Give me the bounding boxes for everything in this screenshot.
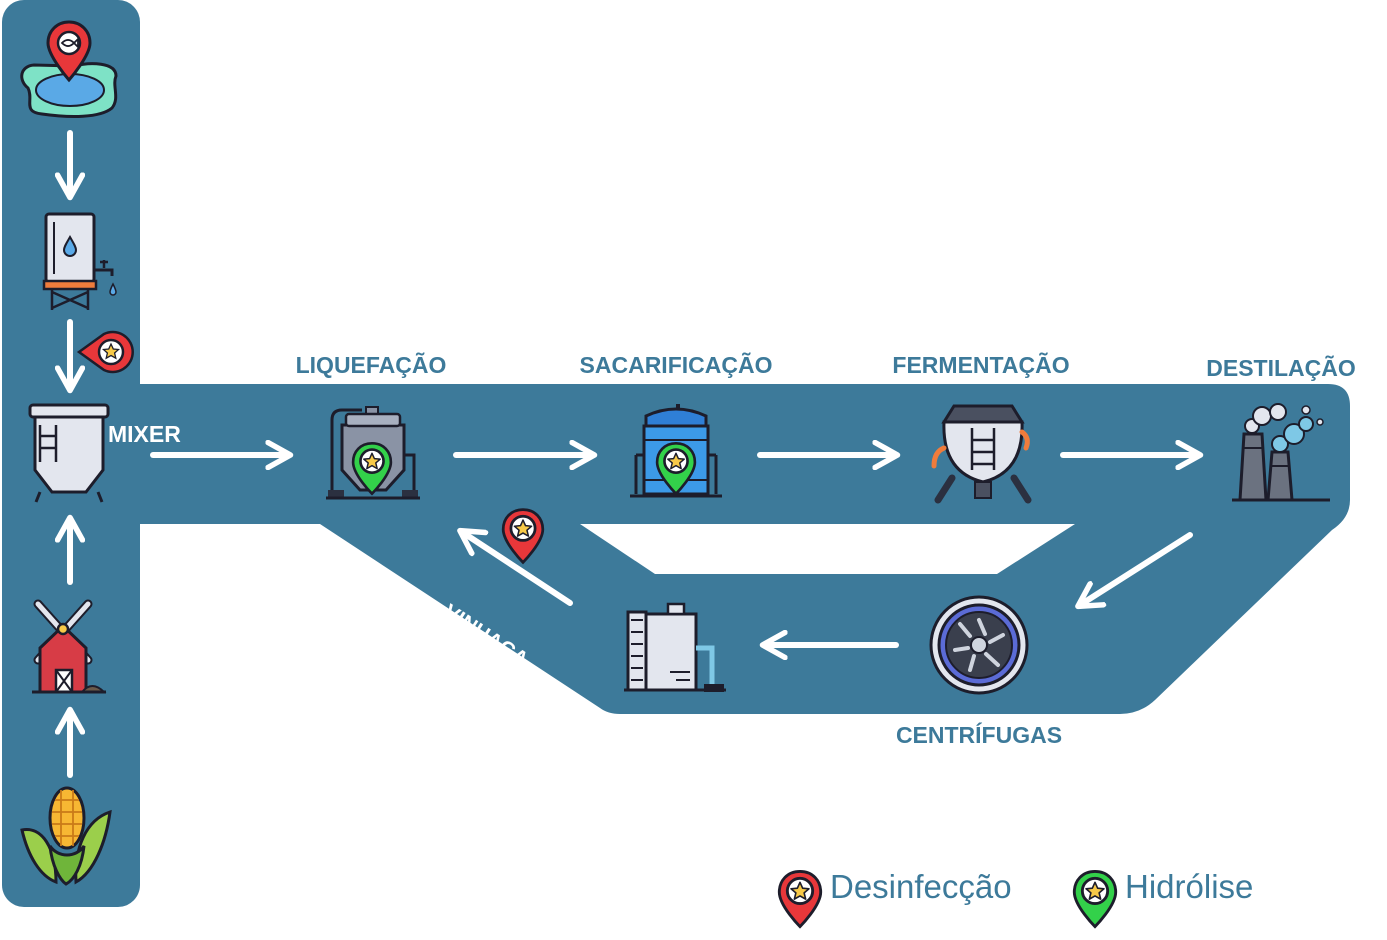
legend-hidrolise-label: Hidrólise xyxy=(1125,868,1254,905)
legend-desinfeccao-pin-icon xyxy=(777,869,823,929)
stage-label-mixer: MIXER xyxy=(108,421,181,447)
windmill-icon xyxy=(32,599,107,694)
stage-label-liquefacao: LIQUEFAÇÃO xyxy=(295,352,447,378)
desinfeccao-marker-mixer xyxy=(76,330,134,374)
legend-desinfeccao: Desinfecção xyxy=(828,868,1012,906)
flow-band-cutout xyxy=(580,524,1075,574)
legend-desinfeccao-label: Desinfecção xyxy=(830,868,1012,905)
mixer-tank-icon xyxy=(28,403,110,503)
fermenter-icon xyxy=(931,404,1032,504)
centrifuge-icon xyxy=(929,595,1029,695)
vinasse-tank-icon xyxy=(624,602,726,692)
distillery-icon xyxy=(1232,403,1330,502)
stage-label-destilacao: DESTILAÇÃO xyxy=(1206,355,1356,381)
legend-hidrolise: Hidrólise xyxy=(1123,868,1253,906)
stage-label-fermentacao: FERMENTAÇÃO xyxy=(892,352,1070,378)
stage-label-centrifugas: CENTRÍFUGAS xyxy=(895,722,1063,748)
water-source-pin-icon xyxy=(20,20,118,118)
stage-label-sacarificacao: SACARIFICAÇÃO xyxy=(579,352,773,378)
legend-hidrolise-pin-icon xyxy=(1072,869,1118,929)
flow-arrows xyxy=(70,130,1198,778)
corn-icon xyxy=(20,786,112,886)
water-tank-icon xyxy=(42,212,117,310)
